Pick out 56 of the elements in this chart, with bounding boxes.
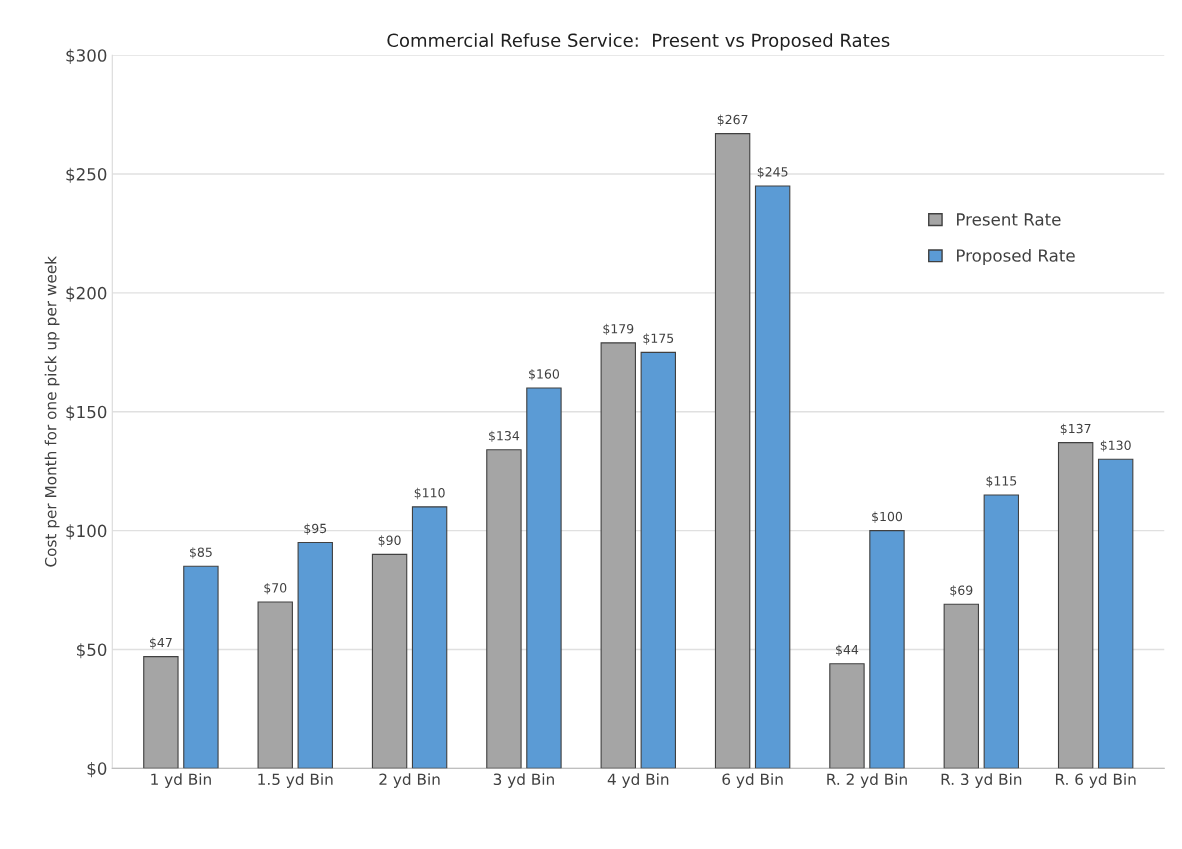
y-tick-label: $150 xyxy=(66,405,107,421)
y-tick-label: $50 xyxy=(77,643,107,659)
bar xyxy=(714,133,751,769)
bar xyxy=(983,494,1020,769)
y-tick-label: $200 xyxy=(66,286,107,302)
x-tick-label: 1.5 yd Bin xyxy=(258,773,333,788)
x-tick-label: R. 3 yd Bin xyxy=(941,773,1022,788)
y-tick-label: $300 xyxy=(66,48,107,64)
data-label: $160 xyxy=(529,368,560,381)
data-label: $95 xyxy=(304,523,327,535)
data-label: $90 xyxy=(378,535,401,547)
legend-label: Proposed Rate xyxy=(957,248,1075,266)
data-label: $137 xyxy=(1060,423,1091,435)
bar xyxy=(640,351,676,769)
bar xyxy=(754,185,791,769)
x-tick-label: 1 yd Bin xyxy=(151,773,211,788)
chart-title: Commercial Refuse Service: Present vs Proposed Rates xyxy=(387,33,890,51)
y-axis-title: Cost per Month for one pick up per week xyxy=(44,256,60,567)
data-label: $110 xyxy=(414,487,445,500)
y-tick-label: $0 xyxy=(87,762,107,778)
bar xyxy=(943,603,980,769)
data-label: $70 xyxy=(264,582,287,595)
data-label: $100 xyxy=(872,511,903,523)
bar xyxy=(257,601,293,769)
data-label: $175 xyxy=(643,333,674,345)
data-label: $44 xyxy=(836,644,859,657)
bar xyxy=(371,553,408,769)
x-tick-label: 4 yd Bin xyxy=(607,773,669,788)
bar xyxy=(1097,458,1134,769)
x-tick-label: 2 yd Bin xyxy=(379,773,440,788)
bar xyxy=(486,449,522,769)
bar xyxy=(297,541,333,769)
bar xyxy=(526,387,562,769)
data-label: $47 xyxy=(149,637,172,649)
data-label: $130 xyxy=(1100,440,1131,452)
x-tick-label: R. 2 yd Bin xyxy=(827,773,907,788)
bar xyxy=(829,663,865,769)
data-label: $85 xyxy=(190,547,212,559)
x-tick-label: 3 yd Bin xyxy=(493,773,554,788)
bar xyxy=(869,530,905,769)
data-label: $245 xyxy=(757,166,788,179)
bar xyxy=(411,506,448,769)
data-label: $267 xyxy=(717,114,748,126)
y-tick-label: $250 xyxy=(66,167,107,183)
bar xyxy=(143,656,179,769)
bar xyxy=(1057,442,1094,769)
legend-label: Present Rate xyxy=(957,213,1061,226)
y-tick-label: $100 xyxy=(66,524,107,540)
bar xyxy=(183,565,219,769)
data-label: $134 xyxy=(489,430,520,443)
data-label: $115 xyxy=(986,475,1017,488)
data-label: $179 xyxy=(603,323,634,336)
data-label: $69 xyxy=(950,585,973,597)
x-tick-label: R. 6 yd Bin xyxy=(1055,773,1136,788)
bar xyxy=(600,342,636,769)
x-tick-label: 6 yd Bin xyxy=(722,773,783,788)
